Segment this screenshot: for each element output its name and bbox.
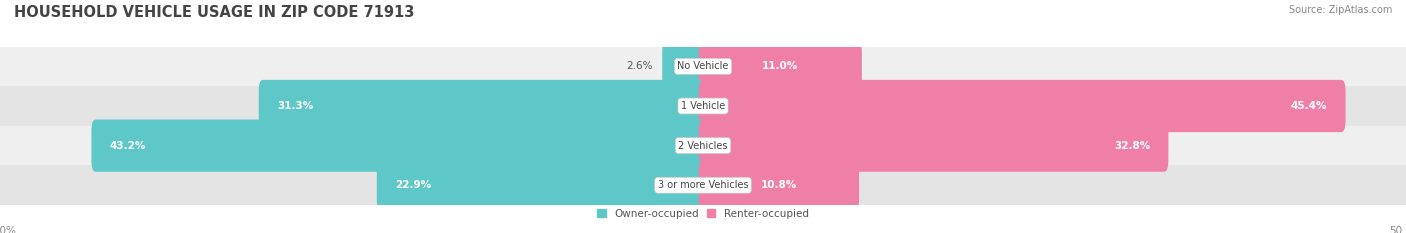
FancyBboxPatch shape (0, 86, 1406, 126)
Text: HOUSEHOLD VEHICLE USAGE IN ZIP CODE 71913: HOUSEHOLD VEHICLE USAGE IN ZIP CODE 7191… (14, 5, 415, 20)
Text: 32.8%: 32.8% (1114, 141, 1150, 151)
FancyBboxPatch shape (699, 159, 859, 211)
Text: No Vehicle: No Vehicle (678, 62, 728, 71)
Text: 1 Vehicle: 1 Vehicle (681, 101, 725, 111)
FancyBboxPatch shape (0, 126, 1406, 165)
FancyBboxPatch shape (377, 159, 707, 211)
FancyBboxPatch shape (699, 40, 862, 93)
FancyBboxPatch shape (259, 80, 707, 132)
FancyBboxPatch shape (0, 165, 1406, 205)
FancyBboxPatch shape (0, 47, 1406, 86)
Text: 2 Vehicles: 2 Vehicles (678, 141, 728, 151)
Text: 31.3%: 31.3% (277, 101, 314, 111)
Text: Source: ZipAtlas.com: Source: ZipAtlas.com (1288, 5, 1392, 15)
FancyBboxPatch shape (662, 40, 707, 93)
Text: 22.9%: 22.9% (395, 180, 432, 190)
Text: 45.4%: 45.4% (1291, 101, 1327, 111)
Text: 11.0%: 11.0% (762, 62, 799, 71)
Legend: Owner-occupied, Renter-occupied: Owner-occupied, Renter-occupied (598, 209, 808, 219)
FancyBboxPatch shape (91, 120, 707, 172)
Text: 2.6%: 2.6% (626, 62, 652, 71)
FancyBboxPatch shape (699, 80, 1346, 132)
Text: 43.2%: 43.2% (110, 141, 146, 151)
FancyBboxPatch shape (699, 120, 1168, 172)
Text: 10.8%: 10.8% (761, 180, 797, 190)
Text: 3 or more Vehicles: 3 or more Vehicles (658, 180, 748, 190)
